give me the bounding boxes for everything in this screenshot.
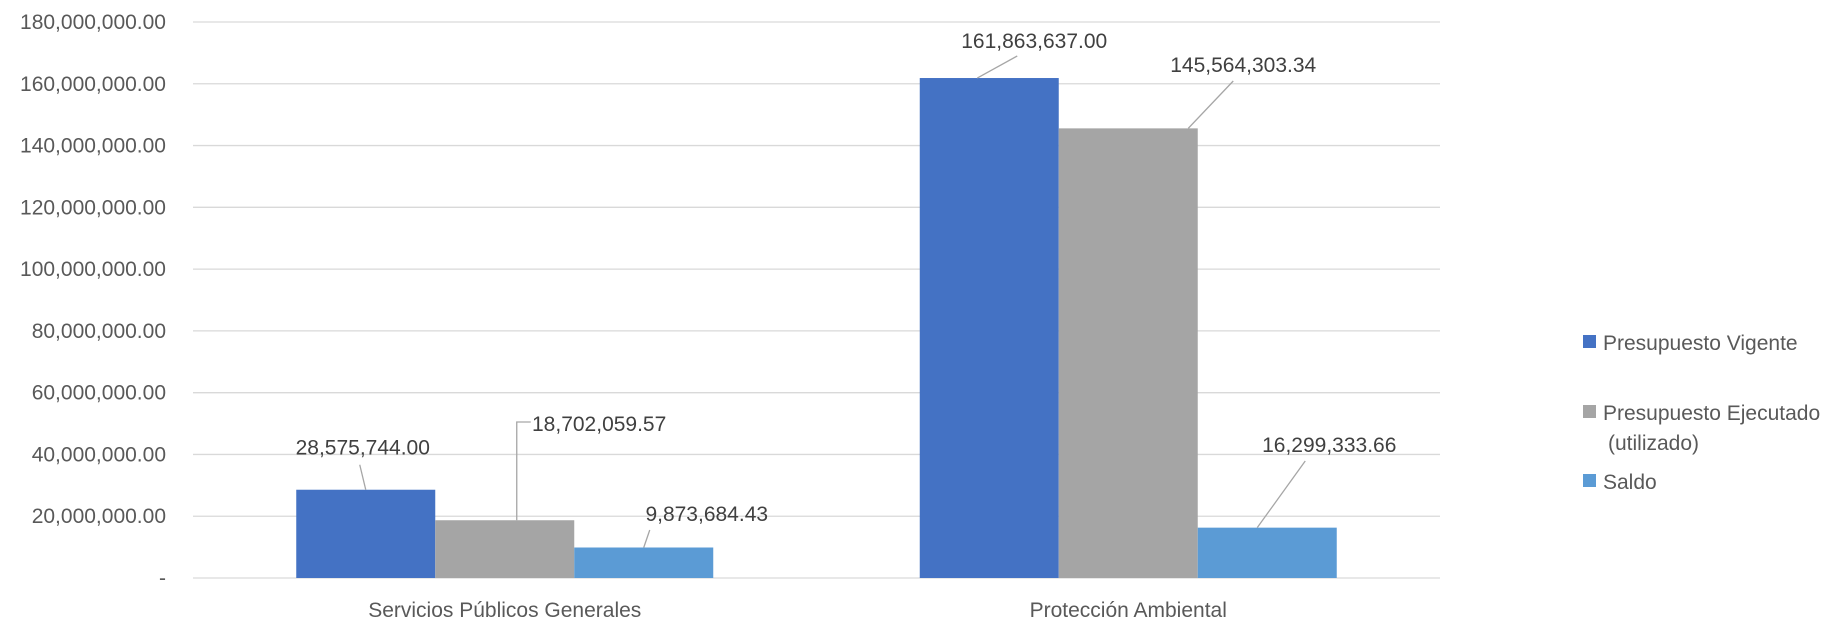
data-label-1-0: 161,863,637.00 <box>961 30 1107 53</box>
bar-1-2 <box>1198 528 1337 578</box>
bar-0-1 <box>435 520 574 578</box>
y-tick-label: 40,000,000.00 <box>32 443 166 466</box>
leader-line-1-0 <box>977 56 1017 78</box>
data-label-0-0: 28,575,744.00 <box>296 437 430 460</box>
y-tick-label: 140,000,000.00 <box>20 135 166 158</box>
x-category-label: Servicios Públicos Generales <box>368 599 641 622</box>
legend: Presupuesto Vigente Presupuesto Ejecutado… <box>1583 332 1820 494</box>
legend-swatch-1 <box>1583 405 1596 418</box>
data-label-0-2: 9,873,684.43 <box>645 503 768 526</box>
y-axis-ticks: - 20,000,000.00 40,000,000.00 60,000,000.00… <box>20 11 166 590</box>
legend-label-1: (utilizado) <box>1608 432 1699 455</box>
y-tick-label: 80,000,000.00 <box>32 320 166 343</box>
y-tick-label: 20,000,000.00 <box>32 505 166 528</box>
bar-0-2 <box>574 548 713 578</box>
y-tick-label: - <box>159 567 166 590</box>
data-label-1-1: 145,564,303.34 <box>1170 54 1316 77</box>
y-tick-label: 120,000,000.00 <box>20 196 166 219</box>
bar-1-0 <box>920 78 1059 578</box>
legend-label-0: Presupuesto Vigente <box>1603 332 1798 355</box>
legend-label-1: Presupuesto Ejecutado <box>1603 402 1820 425</box>
x-category-label: Protección Ambiental <box>1030 599 1227 622</box>
leader-line-1-2 <box>1257 461 1305 528</box>
data-labels: 28,575,744.00 18,702,059.57 9,873,684.43 16… <box>296 30 1397 526</box>
bars <box>296 78 1337 578</box>
data-label-1-2: 16,299,333.66 <box>1262 434 1396 457</box>
legend-swatch-0 <box>1583 335 1596 348</box>
x-axis-categories: Servicios Públicos Generales Protección A… <box>368 599 1227 622</box>
legend-label-2: Saldo <box>1603 471 1657 494</box>
y-tick-label: 160,000,000.00 <box>20 73 166 96</box>
leader-line-0-1 <box>517 422 531 520</box>
leader-line-0-0 <box>360 465 366 490</box>
legend-swatch-2 <box>1583 474 1596 487</box>
leader-line-1-1 <box>1188 81 1233 128</box>
bar-1-1 <box>1059 128 1198 578</box>
leader-line-0-2 <box>644 530 650 548</box>
bar-0-0 <box>296 490 435 578</box>
y-tick-label: 60,000,000.00 <box>32 382 166 405</box>
y-tick-label: 100,000,000.00 <box>20 258 166 281</box>
y-tick-label: 180,000,000.00 <box>20 11 166 34</box>
data-label-0-1: 18,702,059.57 <box>532 413 666 436</box>
